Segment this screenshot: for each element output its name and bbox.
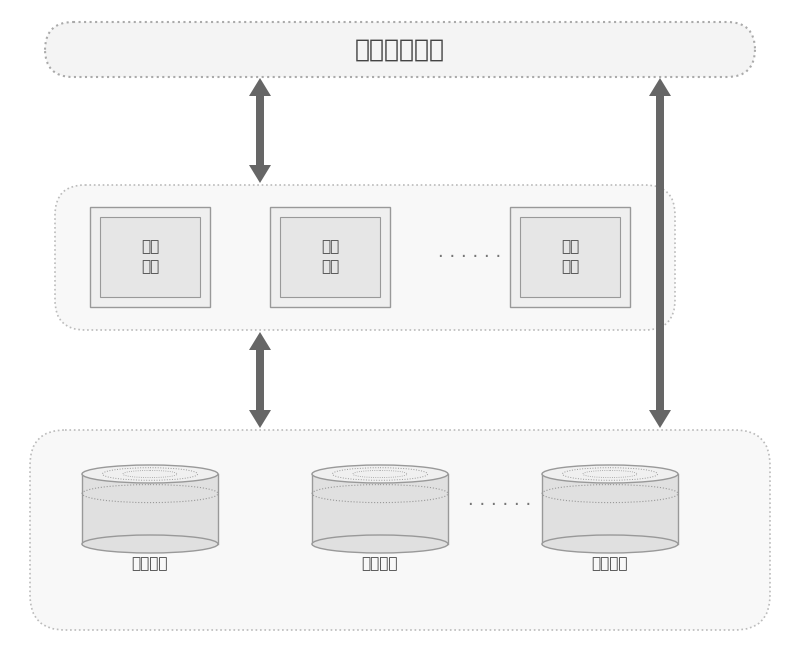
- Bar: [82, 474, 218, 544]
- Bar: [520, 217, 620, 297]
- Polygon shape: [249, 332, 271, 350]
- Text: 硬盘: 硬盘: [141, 259, 159, 274]
- Ellipse shape: [82, 535, 218, 553]
- Text: 固态: 固态: [141, 239, 159, 255]
- Bar: [656, 96, 664, 410]
- Bar: [90, 207, 210, 307]
- Bar: [312, 474, 448, 544]
- Bar: [280, 217, 380, 297]
- Text: 传统磁盘: 传统磁盘: [362, 556, 398, 572]
- Bar: [510, 207, 630, 307]
- Ellipse shape: [542, 535, 678, 553]
- Ellipse shape: [312, 535, 448, 553]
- Bar: [270, 207, 390, 307]
- Text: 固态: 固态: [321, 239, 339, 255]
- Polygon shape: [649, 410, 671, 428]
- Polygon shape: [249, 78, 271, 96]
- Ellipse shape: [542, 465, 678, 483]
- Text: 传统磁盘: 传统磁盘: [132, 556, 168, 572]
- Bar: [542, 474, 678, 544]
- Text: 硬盘: 硬盘: [321, 259, 339, 274]
- Ellipse shape: [82, 465, 218, 483]
- FancyBboxPatch shape: [30, 430, 770, 630]
- Text: · · · · · ·: · · · · · ·: [438, 248, 502, 266]
- Bar: [256, 350, 264, 410]
- FancyBboxPatch shape: [45, 22, 755, 77]
- Polygon shape: [249, 165, 271, 183]
- Text: 传统磁盘: 传统磁盘: [592, 556, 628, 572]
- Text: 固态: 固态: [561, 239, 579, 255]
- Text: 统一访问界面: 统一访问界面: [355, 38, 445, 62]
- Text: · · · · · ·: · · · · · ·: [468, 496, 532, 514]
- Polygon shape: [249, 410, 271, 428]
- Text: 硬盘: 硬盘: [561, 259, 579, 274]
- Polygon shape: [649, 78, 671, 96]
- Bar: [100, 217, 200, 297]
- FancyBboxPatch shape: [55, 185, 675, 330]
- Bar: [256, 96, 264, 165]
- Ellipse shape: [312, 465, 448, 483]
